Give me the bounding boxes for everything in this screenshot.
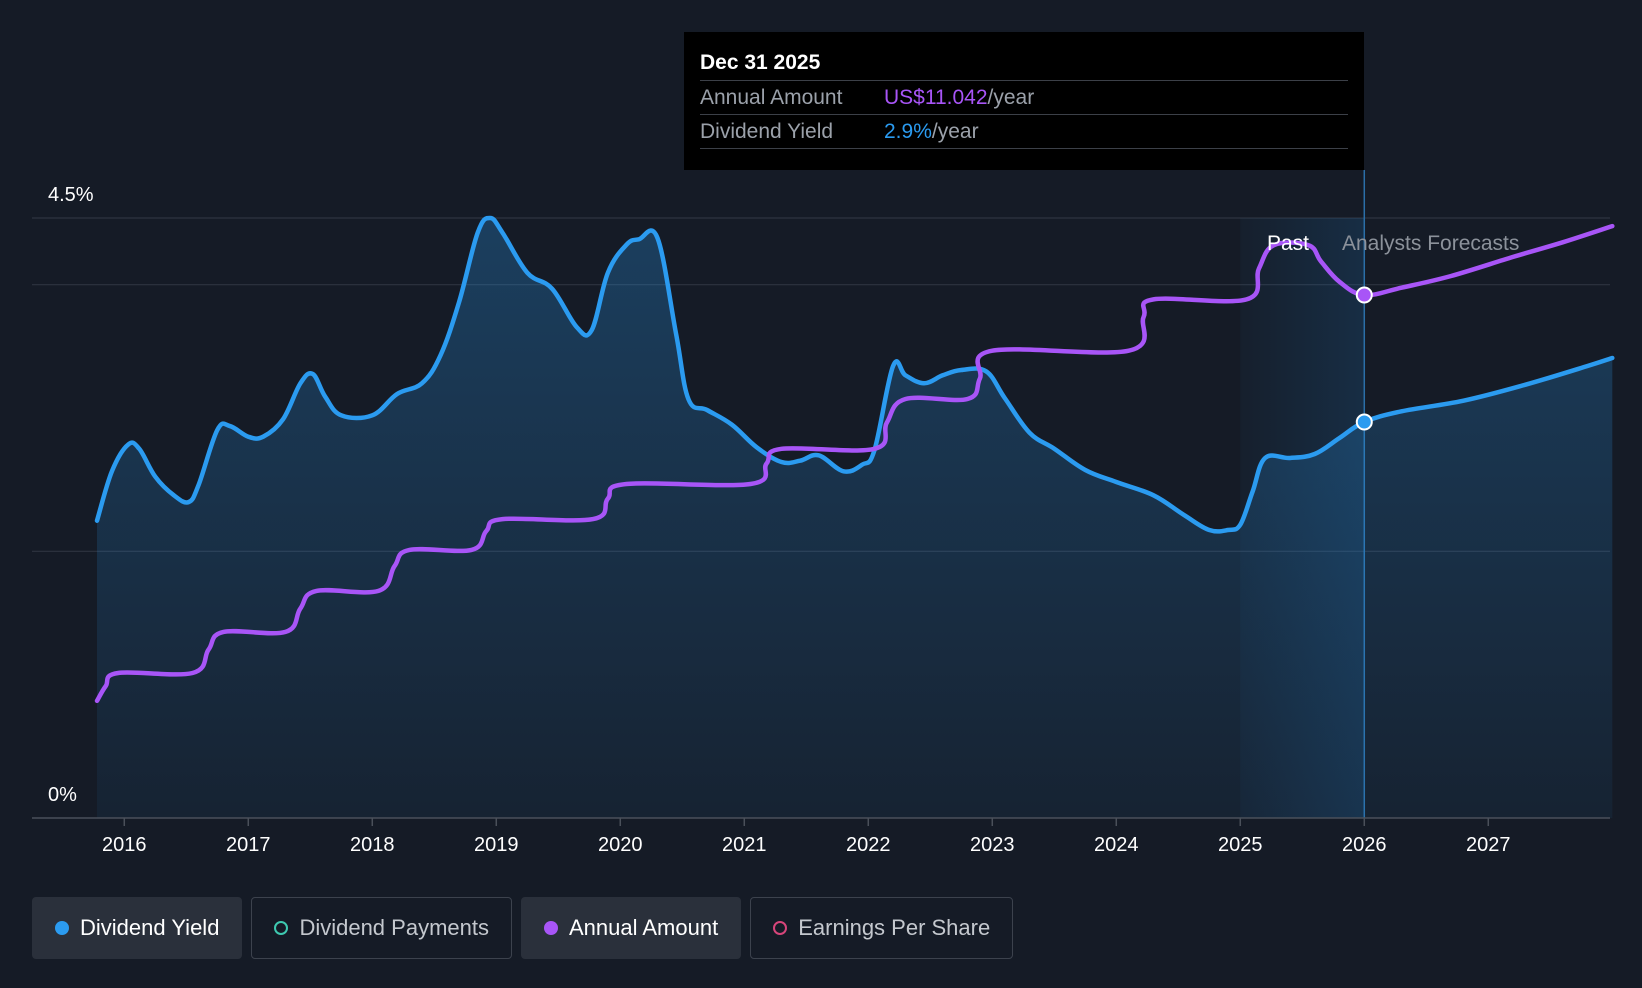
legend-label: Dividend Payments xyxy=(299,915,489,940)
x-tick-label: 2025 xyxy=(1218,834,1263,856)
legend-label: Dividend Yield xyxy=(80,915,220,940)
legend-dividend-yield[interactable]: Dividend Yield xyxy=(32,897,243,959)
past-region-label: Past xyxy=(1267,232,1309,255)
hollow-dot-icon xyxy=(274,921,289,935)
x-tick-label: 2023 xyxy=(970,834,1015,856)
legend-dividend-payments[interactable]: Dividend Payments xyxy=(251,897,512,959)
annual-amount-line xyxy=(94,223,1615,704)
x-tick-label: 2022 xyxy=(846,834,891,856)
tooltip-row-annual-amount: Annual Amount US$11.042 /year xyxy=(700,80,1348,114)
x-tick-label: 2016 xyxy=(102,834,147,856)
x-tick-label: 2024 xyxy=(1094,834,1139,856)
annual-amount-marker xyxy=(1355,286,1373,304)
chart-legend: Dividend Yield Dividend Payments Annual … xyxy=(32,897,1014,959)
x-tick-label: 2018 xyxy=(350,834,395,856)
tooltip-row-dividend-yield: Dividend Yield 2.9% /year xyxy=(700,114,1348,149)
tooltip-unit: /year xyxy=(931,120,979,143)
x-tick-label: 2017 xyxy=(226,834,271,856)
dividend-yield-line xyxy=(94,215,1615,534)
x-tick-label: 2019 xyxy=(474,834,519,856)
hollow-dot-icon xyxy=(773,921,788,935)
forecast-region-label: Analysts Forecasts xyxy=(1342,232,1519,255)
dividend-yield-marker xyxy=(1355,413,1373,431)
x-tick-label: 2020 xyxy=(598,834,643,856)
filled-dot-icon xyxy=(55,921,69,935)
x-tick-label: 2021 xyxy=(722,834,767,856)
tooltip-value: 2.9% xyxy=(884,120,932,143)
x-tick-label: 2027 xyxy=(1466,834,1511,856)
legend-earnings-per-share[interactable]: Earnings Per Share xyxy=(750,897,1014,959)
tooltip-value: US$11.042 xyxy=(884,86,988,109)
y-tick-label-max: 4.5% xyxy=(48,184,94,206)
tooltip-unit: /year xyxy=(987,86,1035,109)
legend-label: Earnings Per Share xyxy=(798,915,991,940)
y-tick-label-min: 0% xyxy=(48,784,77,806)
tooltip-date: Dec 31 2025 xyxy=(700,51,821,74)
filled-dot-icon xyxy=(543,921,558,935)
legend-annual-amount[interactable]: Annual Amount xyxy=(520,897,742,959)
tooltip-label: Dividend Yield xyxy=(700,120,834,143)
dividend-yield-area xyxy=(97,217,1613,818)
data-tooltip: Dec 31 2025 Annual Amount US$11.042 /yea… xyxy=(684,32,1364,170)
tooltip-label: Annual Amount xyxy=(700,86,843,109)
x-tick-label: 2026 xyxy=(1342,834,1387,856)
legend-label: Annual Amount xyxy=(568,915,719,940)
